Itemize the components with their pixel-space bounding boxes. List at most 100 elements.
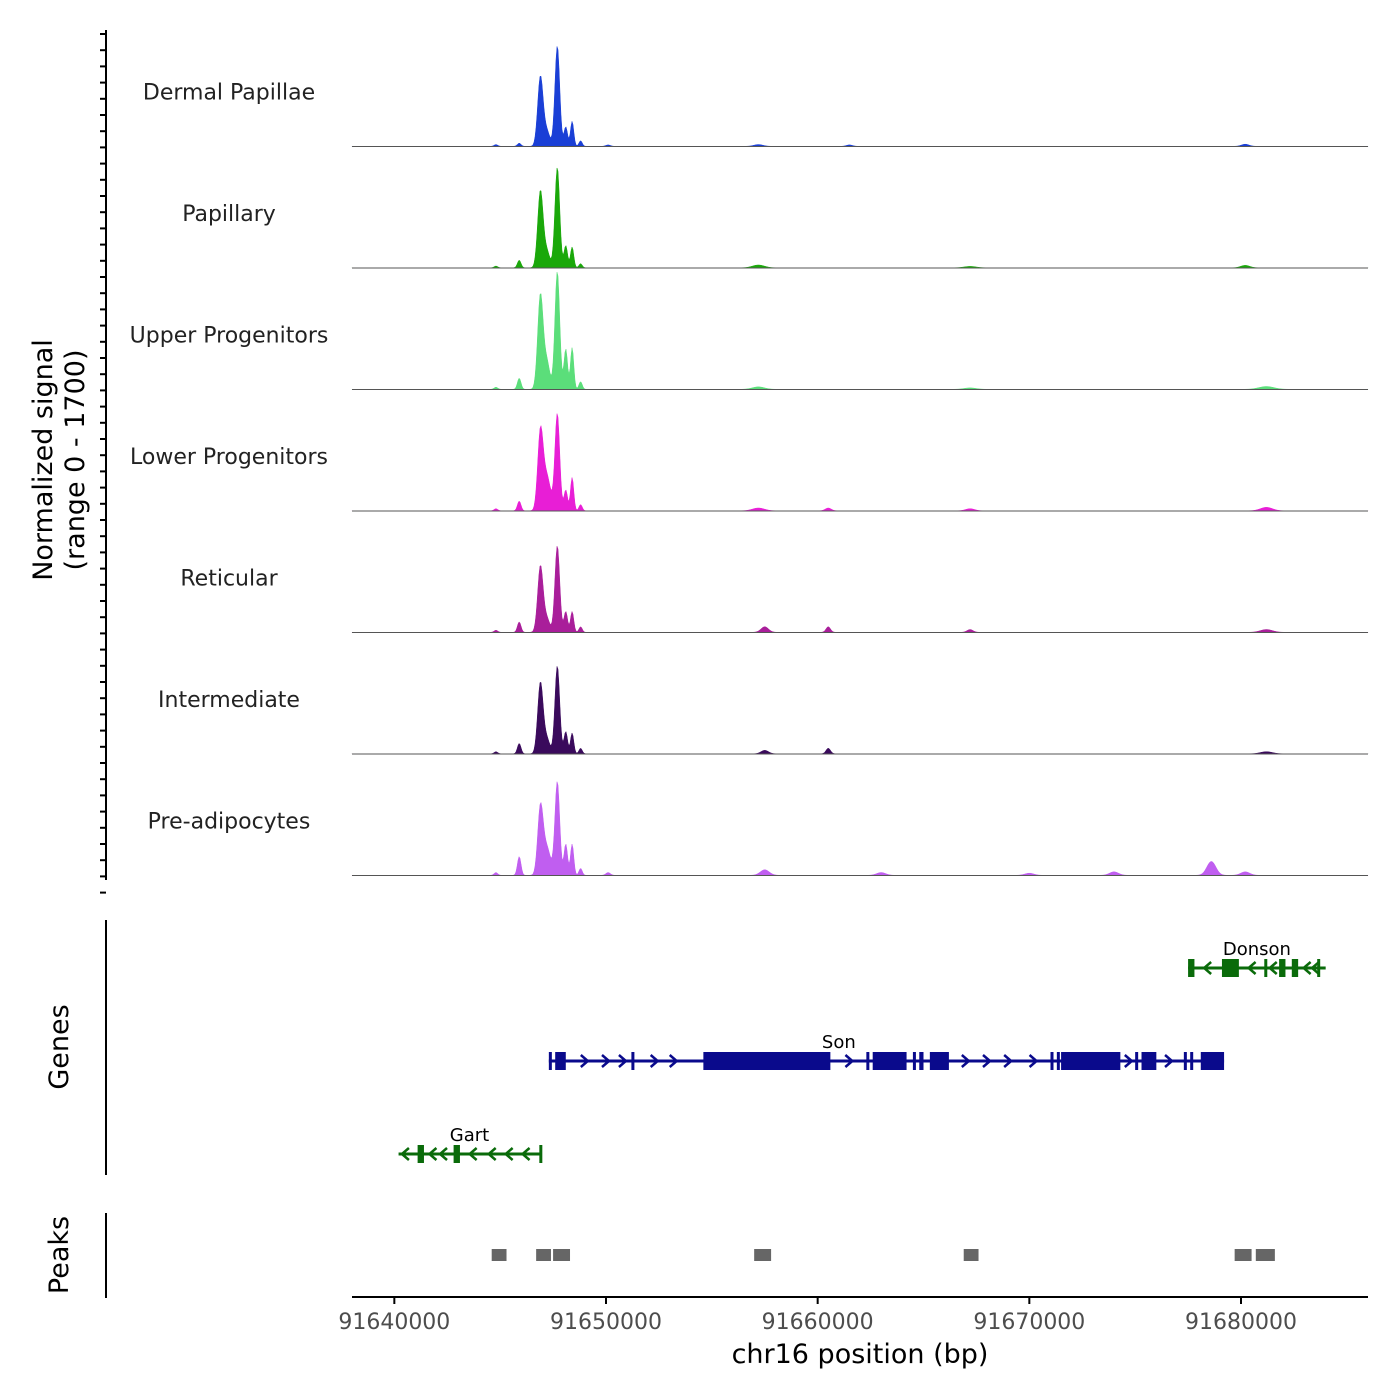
- track-dermal-papillae: Dermal Papillae: [143, 46, 1369, 147]
- x-tick-label: 91650000: [550, 1310, 662, 1335]
- x-axis-ticks: 91640000 91650000 91660000 91670000 91680000: [338, 1297, 1297, 1335]
- strand-arrow: [503, 1147, 514, 1161]
- track-label: Upper Progenitors: [130, 324, 329, 349]
- strand-arrow: [1164, 1054, 1174, 1068]
- track-lower-progenitors: Lower Progenitors: [130, 413, 1369, 512]
- strand-arrow: [649, 1054, 660, 1068]
- track-label: Reticular: [180, 567, 278, 592]
- gene-exon: [1050, 1052, 1054, 1070]
- track-label: Lower Progenitors: [130, 445, 328, 470]
- gene-exon: [1291, 959, 1299, 977]
- strand-arrow: [520, 1147, 531, 1161]
- gene-exon: [453, 1145, 460, 1163]
- strand-arrow: [580, 1054, 590, 1068]
- strand-arrow: [1301, 961, 1312, 975]
- peak-region: [553, 1249, 571, 1261]
- peak-region: [754, 1249, 772, 1261]
- strand-arrow: [844, 1054, 855, 1068]
- peak-track: [491, 1249, 1275, 1261]
- gene-exon: [1279, 959, 1286, 977]
- x-tick-label: 91660000: [762, 1310, 874, 1335]
- x-axis-title: chr16 position (bp): [732, 1339, 989, 1370]
- gene-exon: [1135, 1052, 1139, 1070]
- signal-area: [351, 413, 1369, 512]
- gene-exon: [631, 1052, 635, 1070]
- strand-arrow: [438, 1147, 448, 1161]
- gene-name: Donson: [1223, 939, 1291, 960]
- signal-area: [351, 781, 1369, 876]
- peak-region: [963, 1249, 979, 1261]
- x-tick-label: 91640000: [338, 1310, 450, 1335]
- gene-exon: [555, 1052, 566, 1070]
- strand-arrow: [668, 1054, 679, 1068]
- strand-arrow: [1124, 1054, 1134, 1068]
- strand-arrow: [1267, 961, 1278, 975]
- strand-arrow: [1028, 1054, 1039, 1068]
- gene-exon: [1188, 959, 1195, 977]
- gene-exon: [866, 1052, 870, 1070]
- gene-name: Gart: [450, 1125, 489, 1146]
- strand-arrow: [601, 1054, 611, 1068]
- strand-arrow: [982, 1054, 992, 1068]
- peaks-axis-title: Peaks: [44, 1216, 75, 1294]
- gene-donson: Donson: [1188, 939, 1326, 977]
- strand-arrow: [1310, 961, 1320, 975]
- peak-region: [536, 1249, 551, 1261]
- gene-track: Donson Son Gart: [398, 939, 1326, 1163]
- signal-area: [351, 666, 1369, 755]
- strand-arrow: [1202, 961, 1212, 975]
- track-papillary: Papillary: [182, 167, 1369, 269]
- gene-exon: [1061, 1052, 1121, 1070]
- gene-exon: [919, 1052, 924, 1070]
- signal-y-axis-title-line1: Normalized signal: [28, 339, 59, 581]
- signal-area: [351, 546, 1369, 633]
- strand-arrow: [467, 1147, 478, 1161]
- gene-exon: [548, 1052, 552, 1070]
- track-label: Papillary: [182, 202, 276, 227]
- strand-arrow: [618, 1054, 628, 1068]
- gene-exon: [1264, 959, 1268, 977]
- signal-y-axis-title-line2: (range 0 - 1700): [60, 350, 91, 571]
- signal-tracks: Dermal Papillae Papillary Upper Progenitor…: [130, 46, 1369, 876]
- track-label: Dermal Papillae: [143, 81, 315, 106]
- track-pre-adipocytes: Pre-adipocytes: [148, 781, 1369, 876]
- signal-area: [351, 167, 1369, 269]
- gene-name: Son: [822, 1032, 856, 1053]
- track-intermediate: Intermediate: [158, 666, 1369, 755]
- gene-exon: [1200, 1052, 1225, 1070]
- track-reticular: Reticular: [180, 546, 1369, 633]
- gene-gart: Gart: [398, 1125, 543, 1163]
- gene-exon: [1190, 1052, 1194, 1070]
- signal-y-axis: [100, 30, 107, 894]
- signal-area: [351, 46, 1369, 147]
- peak-region: [1234, 1249, 1252, 1261]
- peak-region: [491, 1249, 507, 1261]
- gene-exon: [1183, 1052, 1187, 1070]
- gene-exon: [929, 1052, 949, 1070]
- gene-exon: [703, 1052, 831, 1070]
- signal-y-axis-ticks: [100, 33, 106, 894]
- track-label: Intermediate: [158, 688, 300, 713]
- signal-area: [351, 272, 1369, 390]
- gene-exon: [912, 1052, 916, 1070]
- x-tick-label: 91680000: [1185, 1310, 1297, 1335]
- strand-arrow: [486, 1147, 497, 1161]
- gene-exon: [417, 1145, 424, 1163]
- strand-arrow: [427, 1147, 438, 1161]
- strand-arrow: [399, 1147, 410, 1161]
- genes-axis-title: Genes: [44, 1004, 75, 1089]
- gene-exon: [539, 1145, 543, 1163]
- gene-exon: [1221, 959, 1239, 977]
- track-label: Pre-adipocytes: [148, 810, 311, 835]
- gene-exon: [1317, 959, 1321, 977]
- gene-exon: [872, 1052, 907, 1070]
- strand-arrow: [961, 1054, 971, 1068]
- gene-son: Son: [548, 1032, 1225, 1070]
- peak-region: [1255, 1249, 1275, 1261]
- strand-arrow: [1246, 961, 1257, 975]
- track-upper-progenitors: Upper Progenitors: [130, 272, 1369, 390]
- strand-arrow: [1003, 1054, 1014, 1068]
- gene-exon: [1056, 1052, 1060, 1070]
- gene-exon: [1141, 1052, 1157, 1070]
